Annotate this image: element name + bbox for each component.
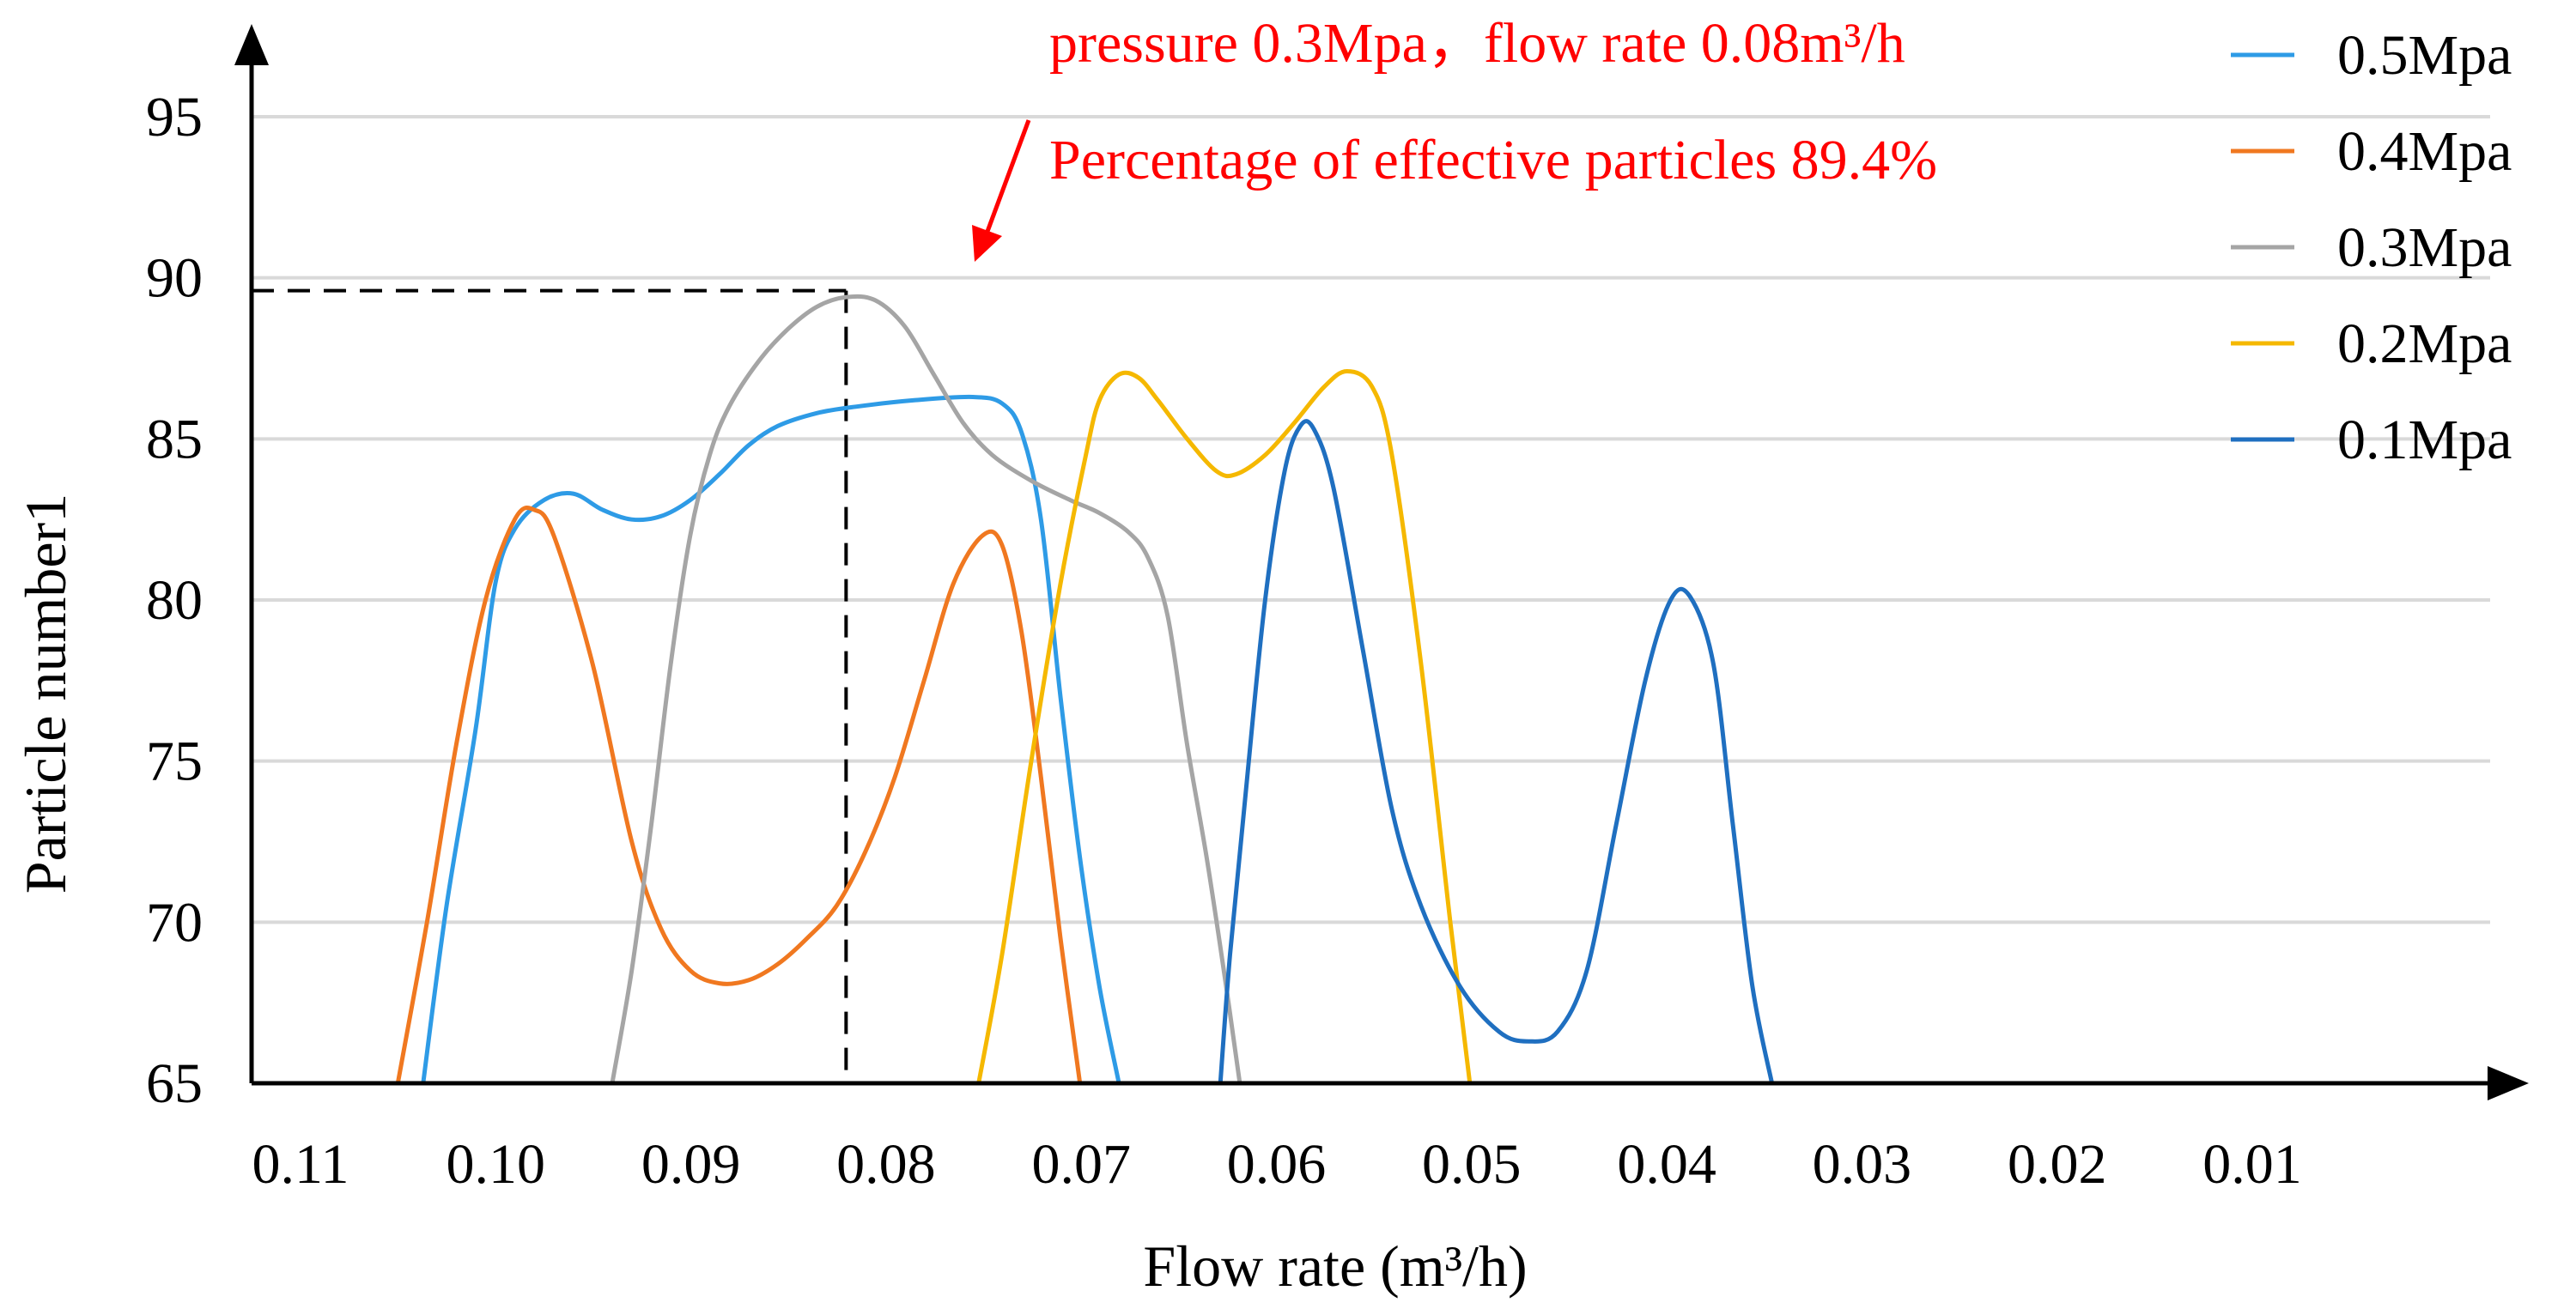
annotation-line-2: Percentage of effective particles 89.4% [1049,129,1937,191]
series-line-0-3Mpa [610,294,1242,1084]
y-tick-label: 80 [146,569,203,632]
y-tick-label: 85 [146,408,203,470]
x-tick-label: 0.07 [1031,1133,1131,1196]
series-line-0-4Mpa [395,506,1083,1084]
y-axis-arrow [234,24,269,65]
y-tick-label: 90 [146,247,203,310]
series-line-0-2Mpa [976,369,1473,1084]
legend-label: 0.4Mpa [2337,120,2512,183]
legend-label: 0.1Mpa [2337,409,2512,471]
x-tick-label: 0.11 [252,1133,349,1196]
annotation: pressure 0.3Mpa，flow rate 0.08m³/h Perce… [972,12,1937,262]
x-axis-title: Flow rate (m³/h) [1143,1233,1527,1299]
legend-label: 0.5Mpa [2337,24,2512,87]
x-tick-label: 0.01 [2202,1133,2302,1196]
x-tick-label: 0.04 [1617,1133,1716,1196]
y-axis-title: Particle number1 [13,494,78,894]
legend-label: 0.2Mpa [2337,312,2512,375]
x-axis-arrow [2488,1066,2529,1100]
series-line-0-5Mpa [421,394,1121,1084]
axes [234,24,2529,1100]
x-tick-label: 0.10 [447,1133,546,1196]
x-tick-label: 0.08 [836,1133,936,1196]
annotation-arrow-head [972,225,1002,262]
x-tick-label: 0.03 [1813,1133,1912,1196]
y-tick-label: 75 [146,730,203,793]
x-tick-labels: 0.11 0.10 0.09 0.08 0.07 0.06 0.05 0.04 0.03 0.02… [252,1133,2301,1196]
y-tick-labels: 65 70 75 80 85 90 95 [146,86,203,1115]
series-line-0-1Mpa [1218,419,1775,1084]
series-lines [395,294,1775,1084]
y-tick-label: 70 [146,891,203,954]
y-tick-label: 95 [146,86,203,148]
legend: 0.5Mpa 0.4Mpa 0.3Mpa 0.2Mpa 0.1Mpa [2231,24,2512,471]
annotation-line-1: pressure 0.3Mpa，flow rate 0.08m³/h [1049,12,1905,75]
legend-label: 0.3Mpa [2337,216,2512,279]
y-tick-label: 65 [146,1052,203,1115]
x-tick-label: 0.02 [2008,1133,2107,1196]
x-tick-label: 0.06 [1227,1133,1327,1196]
x-tick-label: 0.05 [1422,1133,1522,1196]
grid-lines [252,115,2490,924]
reference-lines [252,288,848,1083]
annotation-arrow-shaft [983,119,1031,237]
x-tick-label: 0.09 [641,1133,741,1196]
